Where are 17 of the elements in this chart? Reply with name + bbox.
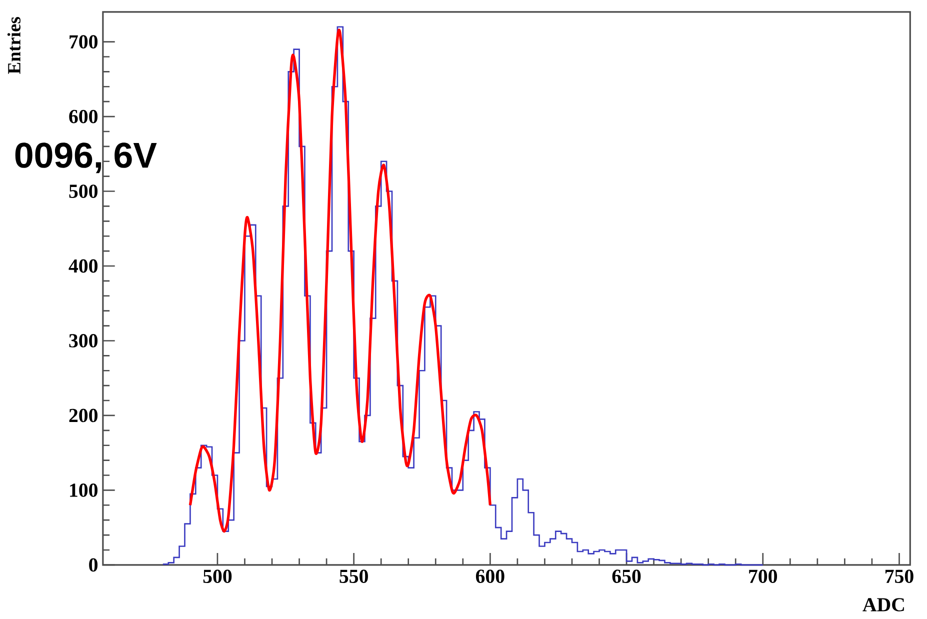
y-tick-label: 300 [69, 334, 98, 348]
x-tick-label: 750 [885, 570, 914, 584]
x-tick-label: 500 [203, 570, 232, 584]
y-tick-label: 0 [89, 558, 98, 572]
x-tick-label: 550 [340, 570, 368, 584]
x-tick-label: 700 [749, 570, 778, 584]
y-tick-label: 600 [69, 110, 98, 124]
annotation: 0096, 6V [15, 142, 157, 174]
x-tick-label: 600 [476, 570, 504, 584]
y-tick-label: 400 [68, 260, 98, 273]
y-tick-label: 500 [69, 184, 98, 198]
y-axis-title: Entries [7, 17, 20, 74]
y-tick-label: 100 [70, 484, 98, 498]
y-tick-label: 200 [69, 408, 98, 422]
y-tick-label: 700 [70, 35, 98, 49]
x-axis-title: ADC [862, 598, 904, 612]
x-tick-label: 650 [612, 570, 641, 584]
